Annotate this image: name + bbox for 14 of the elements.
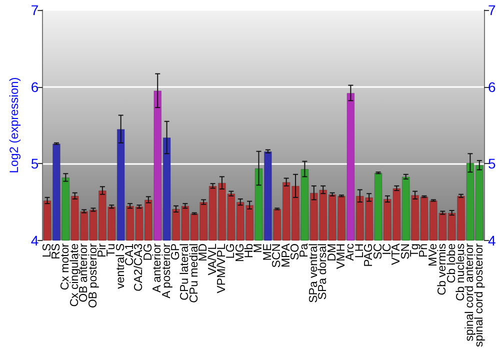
y-axis-title: Log2 (expression): [7, 77, 21, 174]
y-tick-label: 5: [30, 156, 39, 172]
y-tick-label: 4: [30, 232, 39, 248]
x-tick-label: spinal cord posterior: [473, 243, 486, 348]
x-tick-label: A posterior: [160, 243, 173, 298]
y2-tick-label: 5: [488, 156, 496, 172]
y2-tick-label: 6: [488, 78, 496, 95]
x-tick-label: Tg: [409, 243, 422, 257]
x-tick-label: OB posterior: [87, 243, 100, 308]
y-tick-label: 6: [30, 78, 39, 95]
y2-tick-label: 7: [488, 2, 496, 18]
y-tick-label: 7: [30, 2, 39, 18]
x-tick-label: RS: [50, 243, 62, 260]
y2-tick-label: 4: [488, 232, 496, 248]
